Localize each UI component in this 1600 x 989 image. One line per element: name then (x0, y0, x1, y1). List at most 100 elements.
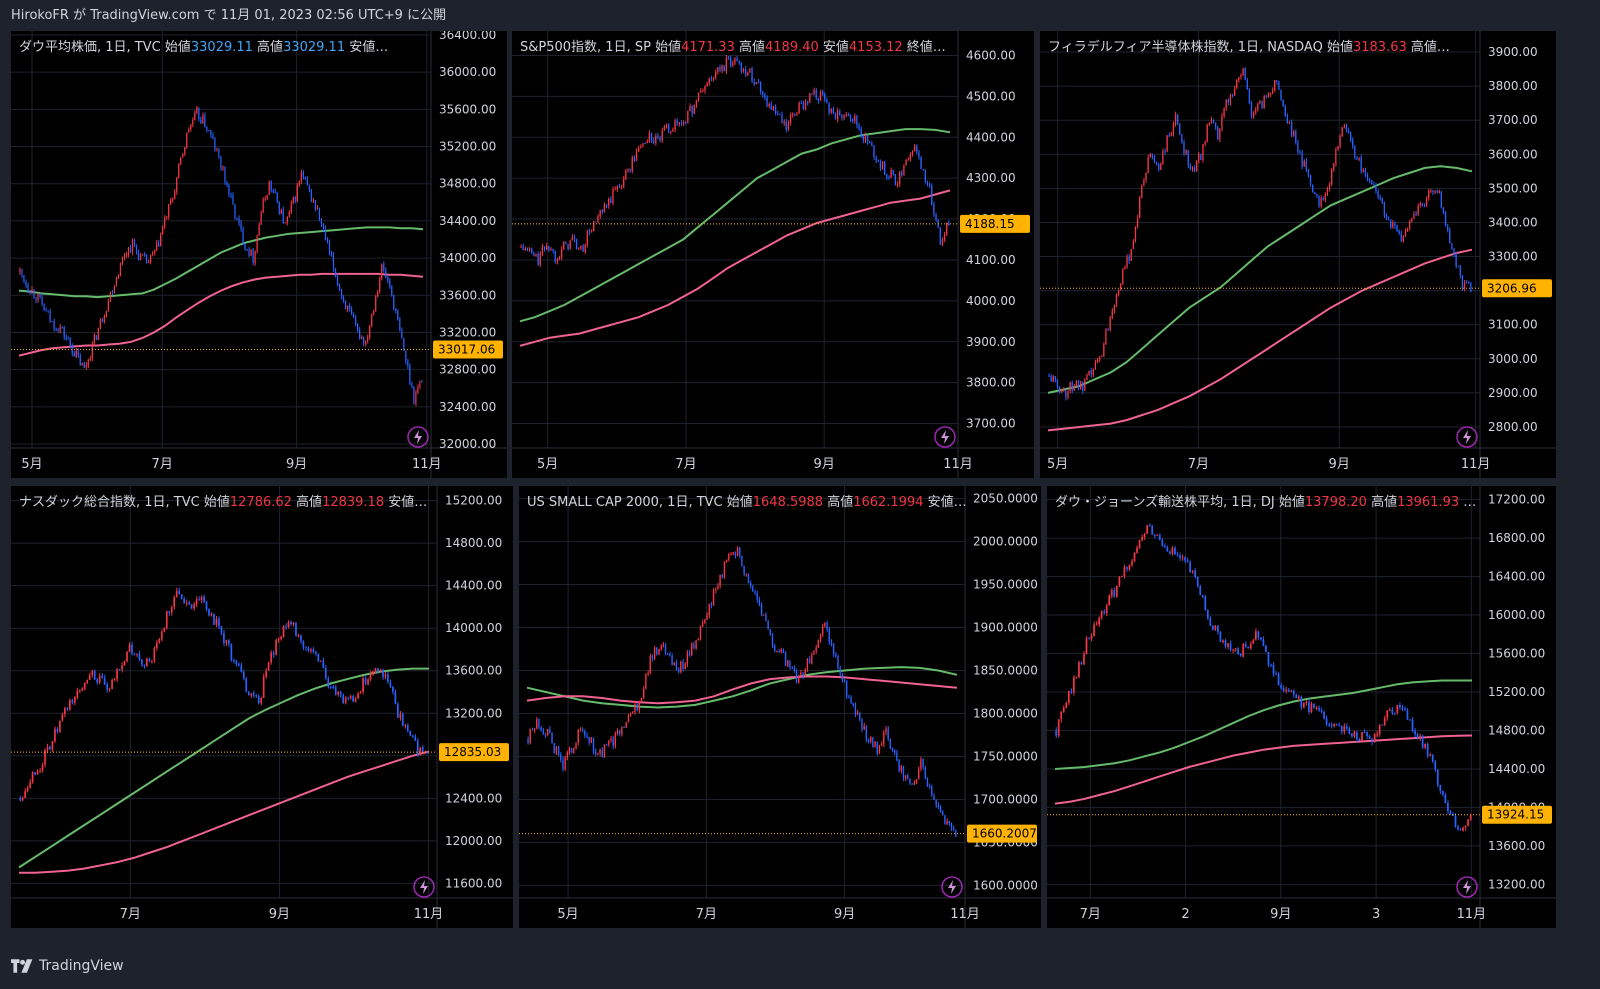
y-tick-label: 1700.0000 (973, 792, 1038, 806)
candle-body (53, 321, 55, 330)
candle-body (686, 652, 689, 665)
candle-body (900, 766, 902, 771)
candle-body (854, 116, 856, 121)
candle-body (891, 748, 894, 751)
candle-body (869, 142, 871, 144)
lightning-icon[interactable] (407, 426, 429, 448)
chart-panel-nasdaq[interactable]: 11600.0012000.0012400.0012800.0013200.00… (11, 486, 513, 928)
candle-body (240, 223, 242, 230)
candle-body (421, 747, 424, 752)
candle-body (1120, 283, 1122, 291)
candle-body (1094, 362, 1097, 370)
candle-body (1470, 283, 1472, 292)
chart-svg-sox[interactable]: 2800.002900.003000.003100.003200.003300.… (1040, 31, 1556, 478)
candle-body (128, 644, 131, 652)
chart-panel-transport[interactable]: 13200.0013600.0014000.0014400.0014800.00… (1047, 486, 1556, 928)
candle-body (1231, 94, 1234, 96)
candle-body (1163, 545, 1166, 548)
chart-panel-dow[interactable]: 32000.00 32400.00 32800.00 33200.00 33600.00… (11, 31, 507, 478)
lightning-icon[interactable] (941, 876, 963, 898)
chart-panel-russell[interactable]: 1600.00001650.00001700.00001750.00001800… (519, 486, 1041, 928)
candle-body (1151, 154, 1153, 158)
candle-body (1341, 127, 1343, 137)
candle-body (885, 728, 887, 733)
candle-body (695, 640, 697, 649)
y-tick-label: 3700.00 (966, 417, 1016, 431)
candle-body (1191, 167, 1194, 169)
candle-body (216, 149, 218, 151)
candle-body (1300, 696, 1303, 708)
candle-body (944, 815, 946, 825)
candle-body (1100, 611, 1103, 618)
x-tick-label: 9月 (1270, 907, 1291, 922)
candle-body (165, 611, 168, 628)
y-tick-label: 14800.00 (445, 536, 502, 550)
candle-body (664, 644, 667, 654)
candle-body (826, 99, 828, 104)
candle-body (952, 828, 955, 831)
candle-body (1307, 170, 1310, 176)
candle-body (1333, 723, 1336, 727)
candle-body (568, 748, 571, 753)
candle-body (24, 791, 26, 798)
chart-panel-sp500[interactable]: 3700.003800.003900.004000.004100.004200.… (512, 31, 1034, 478)
candle-body (230, 195, 232, 197)
candle-body (1461, 275, 1464, 289)
chart-svg-nasdaq[interactable]: 11600.0012000.0012400.0012800.0013200.00… (11, 486, 513, 928)
candle-body (1444, 213, 1447, 227)
candle-body (1428, 190, 1430, 199)
ohlc-value: 33029.11 (191, 40, 257, 55)
candle-body (1451, 243, 1453, 250)
candle-body (208, 609, 210, 616)
candle-body (1212, 119, 1215, 124)
candle-body (1325, 718, 1328, 725)
candle-body (1077, 380, 1080, 389)
candle-body (819, 92, 822, 101)
candle-body (573, 748, 575, 753)
chart-svg-sp500[interactable]: 3700.003800.003900.004000.004100.004200.… (512, 31, 1034, 478)
candle-body (684, 664, 686, 669)
candle-body (375, 296, 377, 311)
candle-body (1239, 653, 1242, 657)
candle-body (121, 257, 124, 263)
ohlc-value: 13961.93 (1397, 495, 1463, 510)
candle-body (320, 219, 323, 225)
candle-body (866, 135, 869, 143)
candle-body (802, 672, 804, 677)
candle-body (1414, 730, 1416, 735)
lightning-icon[interactable] (413, 876, 435, 898)
candle-body (1278, 81, 1280, 90)
candle-body (813, 650, 815, 655)
candle-body (904, 775, 907, 779)
candle-body (935, 214, 937, 220)
x-tick-label: 7月 (120, 907, 141, 922)
candle-body (571, 237, 573, 241)
candle-body (1360, 157, 1362, 172)
candle-body (1290, 690, 1293, 692)
candle-body (1299, 151, 1301, 154)
chart-svg-dow[interactable]: 32000.00 32400.00 32800.00 33200.00 33600.00… (11, 31, 507, 478)
candle-body (1262, 639, 1265, 646)
chart-svg-russell[interactable]: 1600.00001650.00001700.00001750.00001800… (519, 486, 1041, 928)
y-tick-label: 3900.00 (1488, 45, 1538, 59)
candle-body (1071, 382, 1073, 391)
candle-body (933, 795, 935, 800)
candle-body (590, 231, 593, 233)
candle-body (1459, 266, 1461, 276)
y-tick-label: 15200.00 (445, 494, 502, 508)
candle-body (552, 248, 554, 251)
lightning-icon[interactable] (1456, 426, 1478, 448)
candle-body (1250, 103, 1253, 117)
candle-body (597, 216, 599, 223)
chart-panel-sox[interactable]: 2800.002900.003000.003100.003200.003300.… (1040, 31, 1556, 478)
candle-body (109, 292, 111, 301)
lightning-icon[interactable] (934, 426, 956, 448)
y-tick-label: 14800.00 (1488, 723, 1545, 737)
candle-body (108, 688, 111, 690)
candle-body (1323, 712, 1325, 719)
ohlc-more: 安値… (928, 494, 967, 510)
chart-svg-transport[interactable]: 13200.0013600.0014000.0014400.0014800.00… (1047, 486, 1556, 928)
lightning-icon[interactable] (1456, 876, 1478, 898)
candle-body (789, 660, 791, 668)
candle-body (155, 242, 158, 251)
